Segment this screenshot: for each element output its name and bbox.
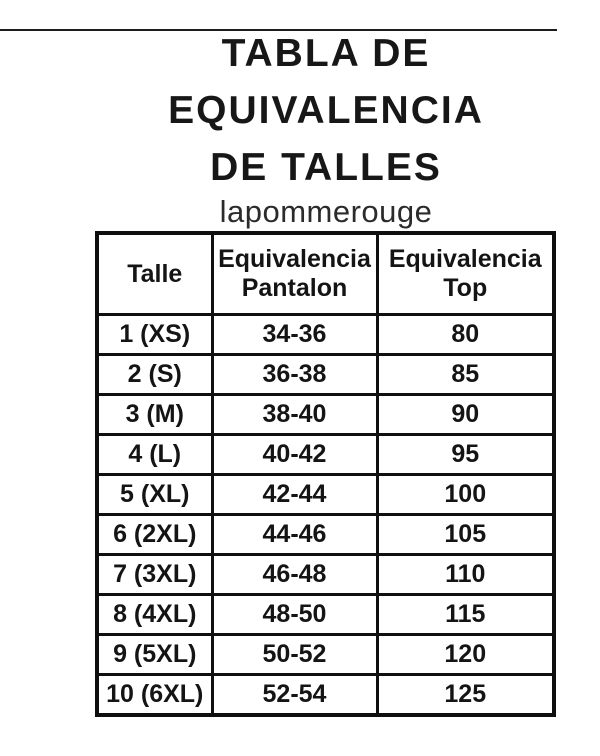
cell-top: 85	[375, 353, 556, 396]
cell-pantalon: 50-52	[210, 633, 379, 676]
title-line: DE TALLES	[210, 146, 442, 189]
cell-pantalon: 48-50	[210, 593, 379, 636]
title-line: TABLA DE	[221, 32, 431, 75]
table-row: 4 (L) 40-42 95	[95, 433, 556, 476]
size-equivalence-table: Talle Equivalencia Pantalon Equivalencia…	[95, 231, 556, 717]
title-line: EQUIVALENCIA	[168, 89, 484, 132]
cell-pantalon: 38-40	[210, 393, 379, 436]
cell-top: 95	[375, 433, 556, 476]
cell-talle: 10 (6XL)	[95, 673, 214, 717]
cell-pantalon: 36-38	[210, 353, 379, 396]
col-header-top: Equivalencia Top	[375, 231, 556, 316]
cell-top: 90	[375, 393, 556, 436]
table-row: 3 (M) 38-40 90	[95, 393, 556, 436]
page-title: TABLA DE EQUIVALENCIA DE TALLES lapommer…	[52, 25, 600, 228]
cell-top: 120	[375, 633, 556, 676]
cell-talle: 1 (XS)	[95, 313, 214, 356]
cell-top: 105	[375, 513, 556, 556]
cell-talle: 2 (S)	[95, 353, 214, 396]
cell-pantalon: 40-42	[210, 433, 379, 476]
header-row: Talle Equivalencia Pantalon Equivalencia…	[95, 231, 556, 316]
table-row: 9 (5XL) 50-52 120	[95, 633, 556, 676]
cell-top: 125	[375, 673, 556, 717]
cell-talle: 8 (4XL)	[95, 593, 214, 636]
table-row: 5 (XL) 42-44 100	[95, 473, 556, 516]
cell-pantalon: 46-48	[210, 553, 379, 596]
cell-pantalon: 34-36	[210, 313, 379, 356]
cell-talle: 9 (5XL)	[95, 633, 214, 676]
cell-pantalon: 52-54	[210, 673, 379, 717]
col-header-top-line1: Equivalencia	[388, 245, 542, 273]
col-header-talle-label: Talle	[127, 259, 183, 288]
col-header-top-line2: Top	[443, 274, 488, 302]
col-header-talle: Talle	[95, 231, 214, 316]
col-header-pantalon-line2: Pantalon	[241, 274, 348, 302]
table-row: 1 (XS) 34-36 80	[95, 313, 556, 356]
cell-top: 110	[375, 553, 556, 596]
cell-top: 115	[375, 593, 556, 636]
col-header-pantalon-line1: Equivalencia	[218, 245, 371, 273]
cell-talle: 4 (L)	[95, 433, 214, 476]
brand-name: lapommerouge	[219, 194, 433, 229]
cell-talle: 7 (3XL)	[95, 553, 214, 596]
table-row: 8 (4XL) 48-50 115	[95, 593, 556, 636]
top-divider	[0, 29, 557, 31]
cell-talle: 3 (M)	[95, 393, 214, 436]
cell-top: 80	[375, 313, 556, 356]
cell-top: 100	[375, 473, 556, 516]
table-row: 7 (3XL) 46-48 110	[95, 553, 556, 596]
cell-talle: 5 (XL)	[95, 473, 214, 516]
cell-pantalon: 42-44	[210, 473, 379, 516]
table-row: 2 (S) 36-38 85	[95, 353, 556, 396]
table-row: 6 (2XL) 44-46 105	[95, 513, 556, 556]
cell-pantalon: 44-46	[210, 513, 379, 556]
table-row: 10 (6XL) 52-54 125	[95, 673, 556, 717]
cell-talle: 6 (2XL)	[95, 513, 214, 556]
col-header-pantalon: Equivalencia Pantalon	[210, 231, 379, 316]
